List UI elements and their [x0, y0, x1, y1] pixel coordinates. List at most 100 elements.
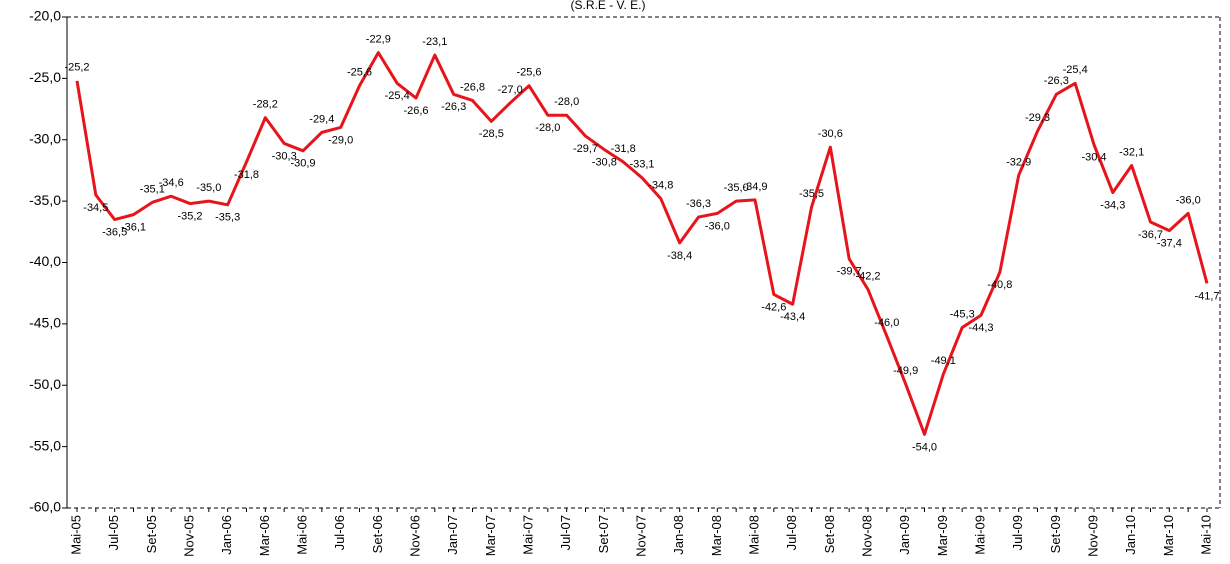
y-tick-label: -30,0: [29, 130, 61, 146]
x-tick-label: Jul-06: [332, 515, 347, 550]
data-label: -31,8: [234, 169, 259, 181]
data-label: -44,3: [968, 322, 993, 334]
y-tick-label: -35,0: [29, 192, 61, 208]
data-label: -25,6: [347, 67, 372, 79]
x-tick-label: Mar-09: [935, 515, 950, 556]
data-label: -28,5: [479, 128, 504, 140]
x-tick-label: Set-09: [1048, 515, 1063, 553]
data-label: -35,3: [215, 212, 240, 224]
data-label: -27,0: [498, 84, 523, 96]
x-tick-label: Set-06: [370, 515, 385, 553]
data-label: -35,1: [140, 183, 165, 195]
x-tick-label: Nov-06: [407, 515, 422, 557]
data-label: -29,7: [573, 143, 598, 155]
y-tick-label: -45,0: [29, 315, 61, 331]
data-label: -34,3: [1100, 199, 1125, 211]
x-tick-label: Mai-09: [972, 515, 987, 555]
chart-title: (S.R.E - V. E.): [571, 0, 646, 12]
x-tick-label: Mai-08: [746, 515, 761, 555]
x-tick-label: Nov-09: [1085, 515, 1100, 557]
x-tick-label: Nov-05: [181, 515, 196, 557]
data-label: -42,6: [761, 301, 786, 313]
data-label: -36,0: [705, 220, 730, 232]
data-label: -25,4: [1063, 64, 1088, 76]
x-tick-label: Mai-06: [294, 515, 309, 555]
x-tick-label: Mar-06: [257, 515, 272, 556]
x-tick-label: Mar-08: [709, 515, 724, 556]
x-tick-label: Mai-07: [520, 515, 535, 555]
x-tick-label: Jul-05: [106, 515, 121, 550]
data-label: -36,0: [1176, 194, 1201, 206]
data-label: -30,8: [592, 156, 617, 168]
x-tick-label: Jan-09: [897, 515, 912, 555]
data-label: -26,8: [460, 81, 485, 93]
x-tick-label: Mar-10: [1161, 515, 1176, 556]
data-label: -25,4: [385, 90, 410, 102]
data-label: -40,8: [987, 279, 1012, 291]
data-label: -36,3: [686, 198, 711, 210]
data-label: -22,9: [366, 34, 391, 46]
data-label: -26,3: [1044, 75, 1069, 87]
x-tick-label: Jul-08: [784, 515, 799, 550]
data-label: -25,2: [64, 62, 89, 74]
x-tick-label: Set-05: [144, 515, 159, 553]
x-tick-label: Jul-07: [558, 515, 573, 550]
data-label: -49,1: [931, 355, 956, 367]
x-tick-label: Nov-08: [859, 515, 874, 557]
x-tick-label: Jan-06: [219, 515, 234, 555]
data-label: -26,6: [403, 105, 428, 117]
data-label: -42,2: [855, 270, 880, 282]
data-label: -37,4: [1157, 237, 1182, 249]
x-tick-label: Mai-05: [68, 515, 83, 555]
data-label: -28,0: [554, 96, 579, 108]
data-label: -43,4: [780, 311, 805, 323]
data-label: -26,3: [441, 101, 466, 113]
data-label: -39,7: [837, 266, 862, 278]
x-tick-label: Set-08: [822, 515, 837, 553]
data-label: -34,6: [159, 177, 184, 189]
x-tick-label: Jul-09: [1010, 515, 1025, 550]
data-label: -33,1: [629, 159, 654, 171]
data-label: -29,0: [328, 134, 353, 146]
x-tick-label: Set-07: [596, 515, 611, 553]
data-label: -29,3: [1025, 112, 1050, 124]
data-label: -29,4: [309, 113, 334, 125]
data-label: -35,0: [724, 182, 749, 194]
data-label: -30,9: [290, 158, 315, 170]
data-label: -28,2: [253, 99, 278, 111]
data-label: -46,0: [874, 317, 899, 329]
data-label: -34,8: [648, 180, 673, 192]
x-tick-label: Mar-07: [483, 515, 498, 556]
data-label: -35,5: [799, 188, 824, 200]
data-label: -36,5: [102, 226, 127, 238]
data-label: -32,1: [1119, 146, 1144, 158]
data-label: -23,1: [422, 36, 447, 48]
x-tick-label: Jan-07: [445, 515, 460, 555]
data-label: -28,0: [535, 122, 560, 134]
data-label: -36,1: [121, 222, 146, 234]
y-tick-label: -50,0: [29, 376, 61, 392]
data-label: -32,9: [1006, 156, 1031, 168]
data-label: -41,7: [1194, 290, 1219, 302]
data-label: -45,3: [950, 308, 975, 320]
data-label: -25,6: [516, 67, 541, 79]
data-label: -34,9: [742, 181, 767, 193]
data-label: -30,6: [818, 128, 843, 140]
data-label: -36,7: [1138, 229, 1163, 241]
data-line: [75, 51, 1209, 436]
y-tick-label: -55,0: [29, 437, 61, 453]
data-label: -35,2: [177, 210, 202, 222]
data-label: -34,5: [83, 202, 108, 214]
data-label: -30,3: [272, 150, 297, 162]
y-tick-label: -60,0: [29, 499, 61, 515]
data-label: -31,8: [611, 143, 636, 155]
data-label: -30,4: [1081, 152, 1106, 164]
data-label: -35,0: [196, 182, 221, 194]
data-label: -49,9: [893, 365, 918, 377]
data-label: -38,4: [667, 250, 692, 262]
data-label: -54,0: [912, 441, 937, 453]
y-tick-label: -20,0: [29, 8, 61, 24]
x-tick-label: Jan-10: [1123, 515, 1138, 555]
